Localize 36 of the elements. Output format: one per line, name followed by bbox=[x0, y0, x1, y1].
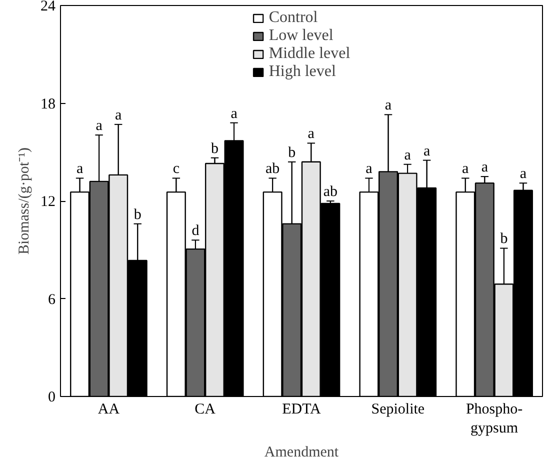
data-label: b bbox=[210, 140, 218, 157]
data-label: a bbox=[423, 143, 430, 160]
data-label: b bbox=[288, 144, 296, 161]
data-label: a bbox=[230, 106, 238, 122]
data-label: d bbox=[192, 223, 200, 240]
data-label: a bbox=[462, 161, 470, 178]
data-label: a bbox=[366, 161, 373, 178]
y-tick-label: 24 bbox=[40, 0, 56, 14]
data-label: a bbox=[96, 118, 103, 134]
y-axis-title: Biomass/(g·pot⁻¹) bbox=[16, 147, 32, 254]
data-label: b bbox=[134, 206, 142, 223]
y-tick-label: 18 bbox=[40, 96, 56, 112]
data-label: a bbox=[115, 107, 122, 124]
data-label: a bbox=[481, 160, 488, 176]
data-label: ab bbox=[323, 184, 338, 200]
y-tick-label: 12 bbox=[40, 194, 56, 210]
x-tick-label: AA bbox=[98, 402, 120, 418]
legend-label: Middle level bbox=[268, 45, 350, 63]
x-tick-label: Phospho- gypsum bbox=[466, 402, 523, 437]
data-label: ab bbox=[266, 161, 280, 178]
data-label: a bbox=[308, 126, 315, 142]
data-label: c bbox=[172, 161, 180, 178]
data-label: a bbox=[404, 147, 412, 164]
x-axis-title: Amendment bbox=[264, 444, 340, 461]
y-tick-label: 0 bbox=[48, 390, 56, 406]
data-label: a bbox=[520, 166, 527, 182]
data-label: a bbox=[76, 161, 84, 178]
legend-label: Control bbox=[268, 9, 318, 27]
x-tick-label: CA bbox=[194, 402, 216, 418]
legend-label: High level bbox=[268, 63, 336, 81]
data-label: a bbox=[384, 98, 392, 114]
y-tick-label: 6 bbox=[48, 292, 56, 308]
data-label: b bbox=[500, 231, 508, 248]
legend-label: Low level bbox=[268, 27, 334, 45]
x-tick-label: EDTA bbox=[282, 402, 322, 418]
x-tick-label: Sepiolite bbox=[371, 402, 425, 418]
